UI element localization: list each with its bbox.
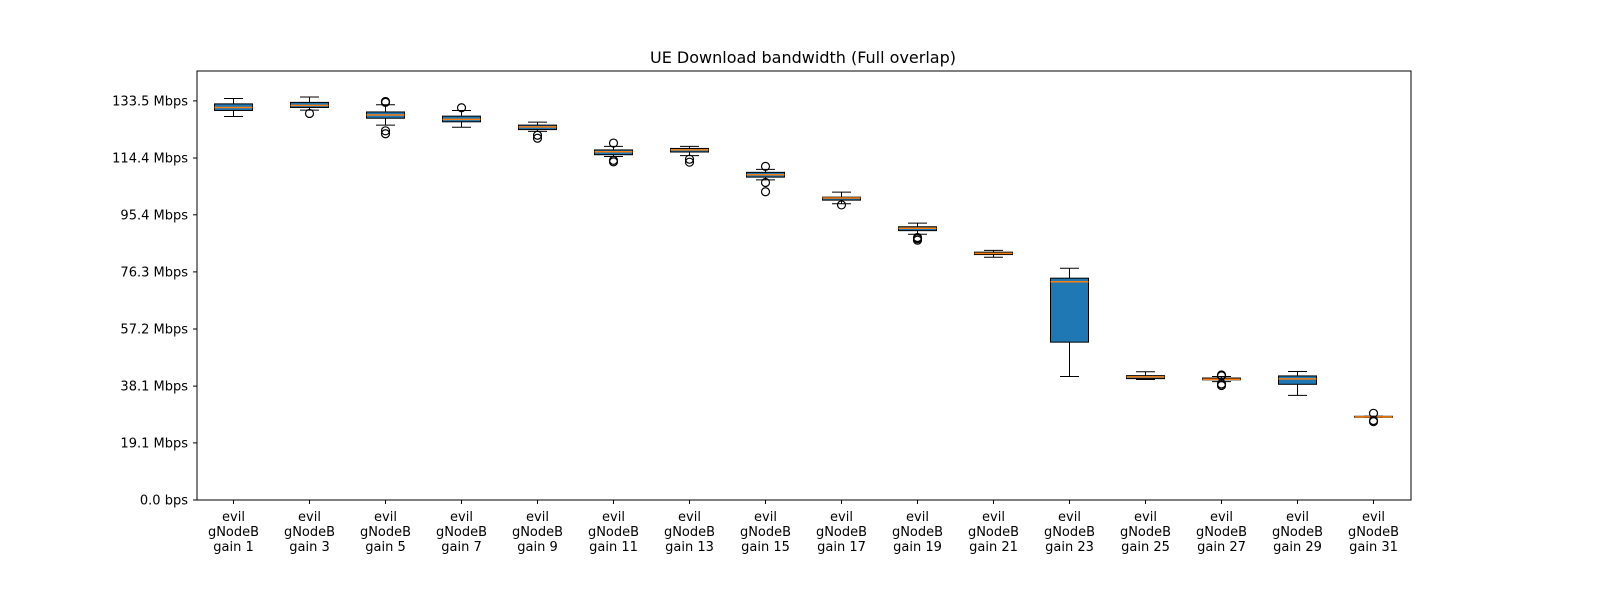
outlier-point <box>836 200 847 210</box>
x-tick-label: gain 19 <box>893 540 942 555</box>
y-tick-label: 57.2 Mbps <box>120 322 188 337</box>
x-tick-label: gain 3 <box>289 540 329 555</box>
outlier-point <box>304 108 315 119</box>
y-tick-label: 133.5 Mbps <box>112 94 188 109</box>
box-group <box>442 103 481 128</box>
x-tick-label: gNodeB <box>360 525 411 540</box>
x-tick-label: evil <box>1286 510 1309 525</box>
x-tick-label: evil <box>1134 510 1157 525</box>
x-tick-label: gain 23 <box>1045 540 1094 555</box>
box-group <box>1202 370 1241 391</box>
box-group <box>1278 370 1317 396</box>
boxes-layer <box>214 96 1393 427</box>
x-tick-label: gNodeB <box>1044 525 1095 540</box>
x-tick-label: gNodeB <box>1348 525 1399 540</box>
box-group <box>290 96 329 119</box>
outlier-point <box>760 161 771 171</box>
x-tick-label: evil <box>1210 510 1233 525</box>
x-tick-label: gain 15 <box>741 540 790 555</box>
x-tick-label: evil <box>982 510 1005 525</box>
box-group <box>1126 371 1165 381</box>
x-tick-label: evil <box>906 510 929 525</box>
outlier-point <box>760 177 771 188</box>
box-group <box>670 145 709 167</box>
x-tick-label: evil <box>222 510 245 525</box>
box-group <box>898 222 937 245</box>
x-tick-label: gain 13 <box>665 540 714 555</box>
box-group <box>366 96 405 139</box>
box-group <box>214 98 253 117</box>
outlier-point <box>608 138 619 148</box>
x-tick-label: gain 7 <box>441 540 481 555</box>
x-tick-label: gNodeB <box>436 525 487 540</box>
outlier-point <box>684 154 695 164</box>
box-group <box>746 161 785 197</box>
outlier-point <box>456 103 467 113</box>
x-tick-label: gain 5 <box>365 540 405 555</box>
x-tick-label: evil <box>450 510 473 525</box>
y-tick-label: 0.0 bps <box>140 494 188 509</box>
x-tick-label: gain 17 <box>817 540 866 555</box>
outlier-point <box>380 129 391 139</box>
box-group <box>974 249 1013 258</box>
y-tick-label: 95.4 Mbps <box>120 208 188 223</box>
box-group <box>594 138 633 167</box>
x-tick-label: gain 29 <box>1273 540 1322 555</box>
outlier-point <box>532 133 543 143</box>
x-tick-label: gNodeB <box>1120 525 1171 540</box>
chart-title: UE Download bandwidth (Full overlap) <box>650 48 956 67</box>
outlier-point <box>760 187 771 197</box>
y-tick-label: 114.4 Mbps <box>112 151 188 166</box>
box <box>1278 375 1317 385</box>
x-tick-label: evil <box>602 510 625 525</box>
x-tick-label: gNodeB <box>664 525 715 540</box>
box <box>1050 277 1089 343</box>
x-tick-label: gNodeB <box>816 525 867 540</box>
x-tick-label: gain 21 <box>969 540 1018 555</box>
x-tick-label: gain 25 <box>1121 540 1170 555</box>
x-tick-label: gNodeB <box>512 525 563 540</box>
x-tick-label: gNodeB <box>740 525 791 540</box>
x-tick-label: gNodeB <box>284 525 335 540</box>
outlier-point <box>380 126 391 136</box>
outlier-point <box>1216 380 1227 391</box>
outlier-point <box>380 97 391 107</box>
plot-frame <box>196 70 1412 501</box>
x-tick-label: evil <box>830 510 853 525</box>
outlier-point <box>684 157 695 167</box>
box-group <box>518 121 557 143</box>
axes-layer: 0.0 bps 19.1 Mbps 38.1 Mbps 57.2 Mbps 76.3 M… <box>112 94 1399 555</box>
y-tick-label: 38.1 Mbps <box>120 380 188 395</box>
x-tick-label: gNodeB <box>588 525 639 540</box>
x-tick-label: evil <box>1362 510 1385 525</box>
x-tick-label: evil <box>678 510 701 525</box>
x-tick-label: gain 1 <box>213 540 253 555</box>
box-group <box>822 191 861 210</box>
x-tick-label: gNodeB <box>892 525 943 540</box>
outlier-point <box>912 235 923 245</box>
y-tick-label: 19.1 Mbps <box>120 436 188 451</box>
y-tick-label: 76.3 Mbps <box>120 265 188 280</box>
x-tick-label: gNodeB <box>1272 525 1323 540</box>
outlier-point <box>532 130 543 140</box>
x-tick-label: evil <box>526 510 549 525</box>
x-tick-label: gNodeB <box>968 525 1019 540</box>
x-tick-label: evil <box>374 510 397 525</box>
outlier-point <box>1368 417 1379 427</box>
x-tick-label: gain 9 <box>517 540 557 555</box>
box-group <box>1354 408 1393 427</box>
x-tick-label: gain 31 <box>1349 540 1398 555</box>
x-tick-label: gain 27 <box>1197 540 1246 555</box>
x-tick-label: evil <box>1058 510 1081 525</box>
box-group <box>1050 267 1089 378</box>
x-tick-label: gain 11 <box>589 540 638 555</box>
outlier-point <box>608 157 619 167</box>
x-tick-label: evil <box>754 510 777 525</box>
x-tick-label: gNodeB <box>1196 525 1247 540</box>
x-tick-label: gNodeB <box>208 525 259 540</box>
x-tick-label: evil <box>298 510 321 525</box>
